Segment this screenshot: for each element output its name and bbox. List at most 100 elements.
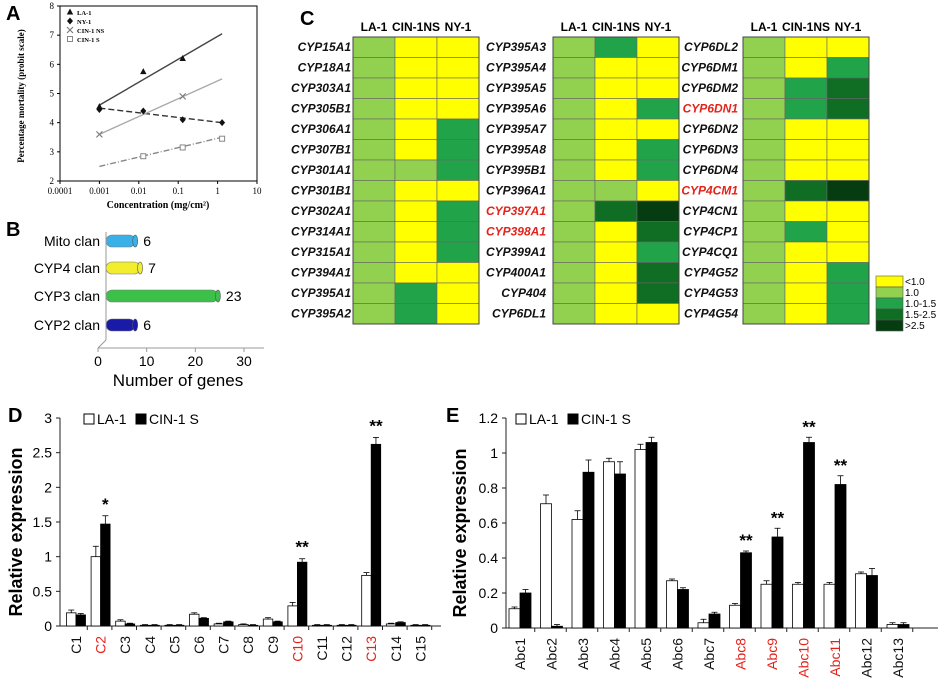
panel-e-bar [855,573,867,629]
panel-c-column-header: LA-1 [751,20,778,34]
panel-c-legend-swatch [875,297,904,310]
panel-d-bar [410,624,421,627]
panel-b-bar-value: 7 [148,260,156,276]
panel-c-gene-label: CYP6DN1 [683,102,739,116]
panel-c-heatmap-cell [436,303,480,325]
panel-a-x-tick-label: 10 [253,186,263,196]
panel-c-gene-label: CYP4G54 [684,307,738,321]
panel-a-legend-label: NY-1 [77,19,91,26]
panel-c-heatmap-cell [594,139,638,161]
panel-b-category-label: CYP4 clan [34,260,100,276]
panel-a-y-tick-label: 2 [50,176,55,186]
panel-e-significance-mark: ** [834,456,848,475]
panel-letter-b: B [6,219,20,241]
panel-c-gene-label: CYP4CN1 [683,204,739,218]
panel-c-heatmap-cell [394,303,438,325]
panel-d-bar [198,617,209,627]
panel-b-category-label: Mito clan [44,233,100,249]
panel-c-heatmap-cell [636,98,680,120]
panel-b-bars: Mito clan 6 CYP4 clan 7 CYP3 clan 23 CYP2 clan… [34,233,242,333]
panel-d-x-tick-label: C14 [388,636,404,662]
panel-c-heatmap-cell [552,118,596,140]
panel-c-gene-label: CYP6DM1 [681,61,738,75]
panel-e-bar [582,471,595,629]
panel-c-heatmap-cell [826,200,870,222]
panel-c-heatmap-cell [394,221,438,243]
panel-c-heatmap-cell [594,241,638,263]
panel-d-y-tick-label: 0.5 [33,583,53,599]
panel-b-axis-depth [97,339,107,349]
panel-d-bar [238,624,249,627]
panel-c-gene-label: CYP301B1 [291,184,351,198]
panel-c-heatmap-cell [436,77,480,99]
panel-c-heatmap-cell [352,77,396,99]
panel-a-point [96,130,103,138]
panel-d-bar [173,624,185,627]
panel-b-bar [105,289,219,303]
panel-c-heatmap-cell [784,282,828,304]
panel-c-heatmap-cell [636,118,680,140]
panel-e-bar [677,589,689,629]
panel-c-heatmap-cell [394,180,438,202]
panel-c-heatmap-cell [394,77,438,99]
panel-e-bar [886,624,899,629]
panel-e-bar [645,442,658,629]
panel-c-heatmap-cell [352,36,396,58]
panel-c-gene-label: CYP4CM1 [681,184,738,198]
panel-e-x-tick-label: Abc9 [764,638,780,670]
panel-a-x-tick-label: 0.01 [131,186,147,196]
panel-d-legend-swatch [83,413,95,425]
panel-c-heatmap-cell [636,221,680,243]
panel-e-x-tick-label: Abc1 [512,638,528,670]
panel-a-legend-label: CIN-1 NS [77,28,105,35]
panel-a-y-tick-label: 8 [50,1,55,11]
panel-e-x-tick-label: Abc4 [607,638,623,670]
panel-c-gene-label: CYP400A1 [486,266,546,280]
panel-c-heatmap-cell [394,139,438,161]
panel-d-legend-label: LA-1 [97,411,127,427]
panel-d-bar [321,624,332,627]
panel-b-x-label: Number of genes [113,371,243,390]
panel-a-legend-label: LA-1 [77,10,91,17]
panel-c-heatmap-cell [784,57,828,79]
panel-c-heatmap-cell [826,77,870,99]
panel-c-heatmap-cell [436,282,480,304]
panel-e-bar [551,625,563,629]
panel-d-x-tick-label: C7 [216,636,232,654]
panel-a-y-ticks: 2 3 4 5 6 7 8 [50,1,60,186]
panel-c-gene-label: CYP303A1 [291,81,351,95]
panel-d-bar [419,624,431,627]
panel-c-heatmap-cell [394,98,438,120]
panel-c-gene-label: CYP395A2 [291,307,351,321]
panel-c-legend-swatch [875,275,904,288]
panel-c-heatmap-blocks: LA-1 CIN-1NS NY-1 CYP15A1 CYP18A1 CYP303A1 CYP… [291,20,870,325]
panel-c-column-header: CIN-1NS [782,20,830,34]
panel-c-gene-label: CYP6DL2 [684,40,738,54]
panel-d-x-tick-label: C2 [93,636,109,654]
panel-b-category-label: CYP2 clan [34,317,100,333]
panel-c-gene-label: CYP6DM2 [681,81,738,95]
panel-e-x-tick-label: Abc8 [733,638,749,670]
panel-a-point [179,116,186,124]
panel-c-gene-label: CYP306A1 [291,122,351,136]
panel-c-gene-label: CYP6DN2 [683,122,739,136]
panel-c-column-header: LA-1 [561,20,588,34]
panel-c-heatmap-cell [552,98,596,120]
panel-b-x-tick-label: 0 [94,353,102,369]
panel-e-x-tick-label: Abc12 [859,638,875,678]
panel-d-bar [100,523,111,627]
panel-c-heatmap-cell [826,303,870,325]
panel-c-heatmap-cell [394,200,438,222]
panel-b-bar-value: 23 [226,288,242,304]
panel-c-heatmap-cell [784,36,828,58]
panel-c-heatmap-cell [352,303,396,325]
panel-e-x-tick-label: Abc6 [670,638,686,670]
panel-d-bar [213,623,225,627]
panel-c-heatmap-cell [352,98,396,120]
panel-c-heatmap-cell [394,241,438,263]
panel-d-bar [124,623,136,627]
panel-c-gene-label: CYP395A4 [486,61,546,75]
panel-d-bar [262,618,274,627]
panel-c-gene-label: CYP395A6 [486,102,546,116]
